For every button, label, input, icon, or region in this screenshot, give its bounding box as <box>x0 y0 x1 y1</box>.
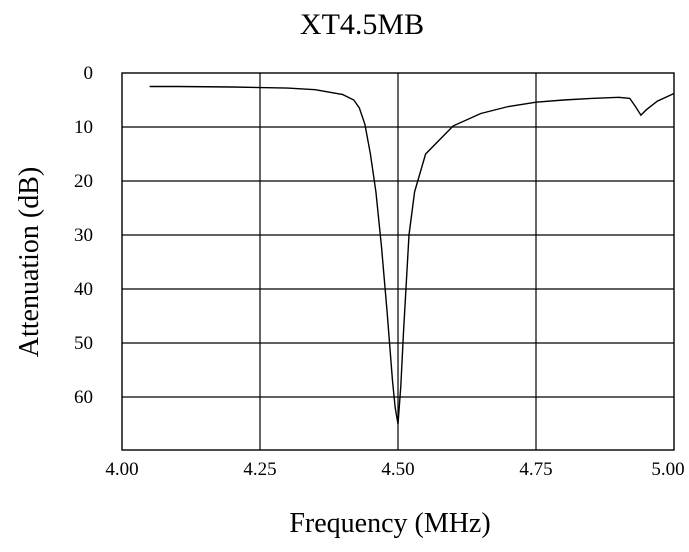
y-tick-label: 30 <box>74 225 93 246</box>
y-tick-label: 60 <box>74 387 93 408</box>
tick-labels: 4.00 4.25 4.50 4.75 5.00 0 10 20 30 40 50 60 <box>74 63 685 480</box>
grid-layer <box>122 73 674 450</box>
plot-frame <box>121 72 675 451</box>
y-tick-label: 10 <box>74 117 93 138</box>
chart-title: XT4.5MB <box>300 8 424 41</box>
y-tick-label: 0 <box>84 63 94 84</box>
y-tick-label: 50 <box>74 333 93 354</box>
x-tick-label: 4.25 <box>243 459 276 480</box>
y-tick-label: 40 <box>74 279 93 300</box>
x-tick-label: 4.00 <box>105 459 138 480</box>
x-tick-label: 4.75 <box>519 459 552 480</box>
x-tick-label: 5.00 <box>651 459 684 480</box>
x-axis-label: Frequency (MHz) <box>289 508 490 539</box>
x-tick-label: 4.50 <box>381 459 414 480</box>
attenuation-curve <box>149 85 675 425</box>
y-tick-label: 20 <box>74 171 93 192</box>
y-axis-label: Attenuation (dB) <box>14 167 45 358</box>
